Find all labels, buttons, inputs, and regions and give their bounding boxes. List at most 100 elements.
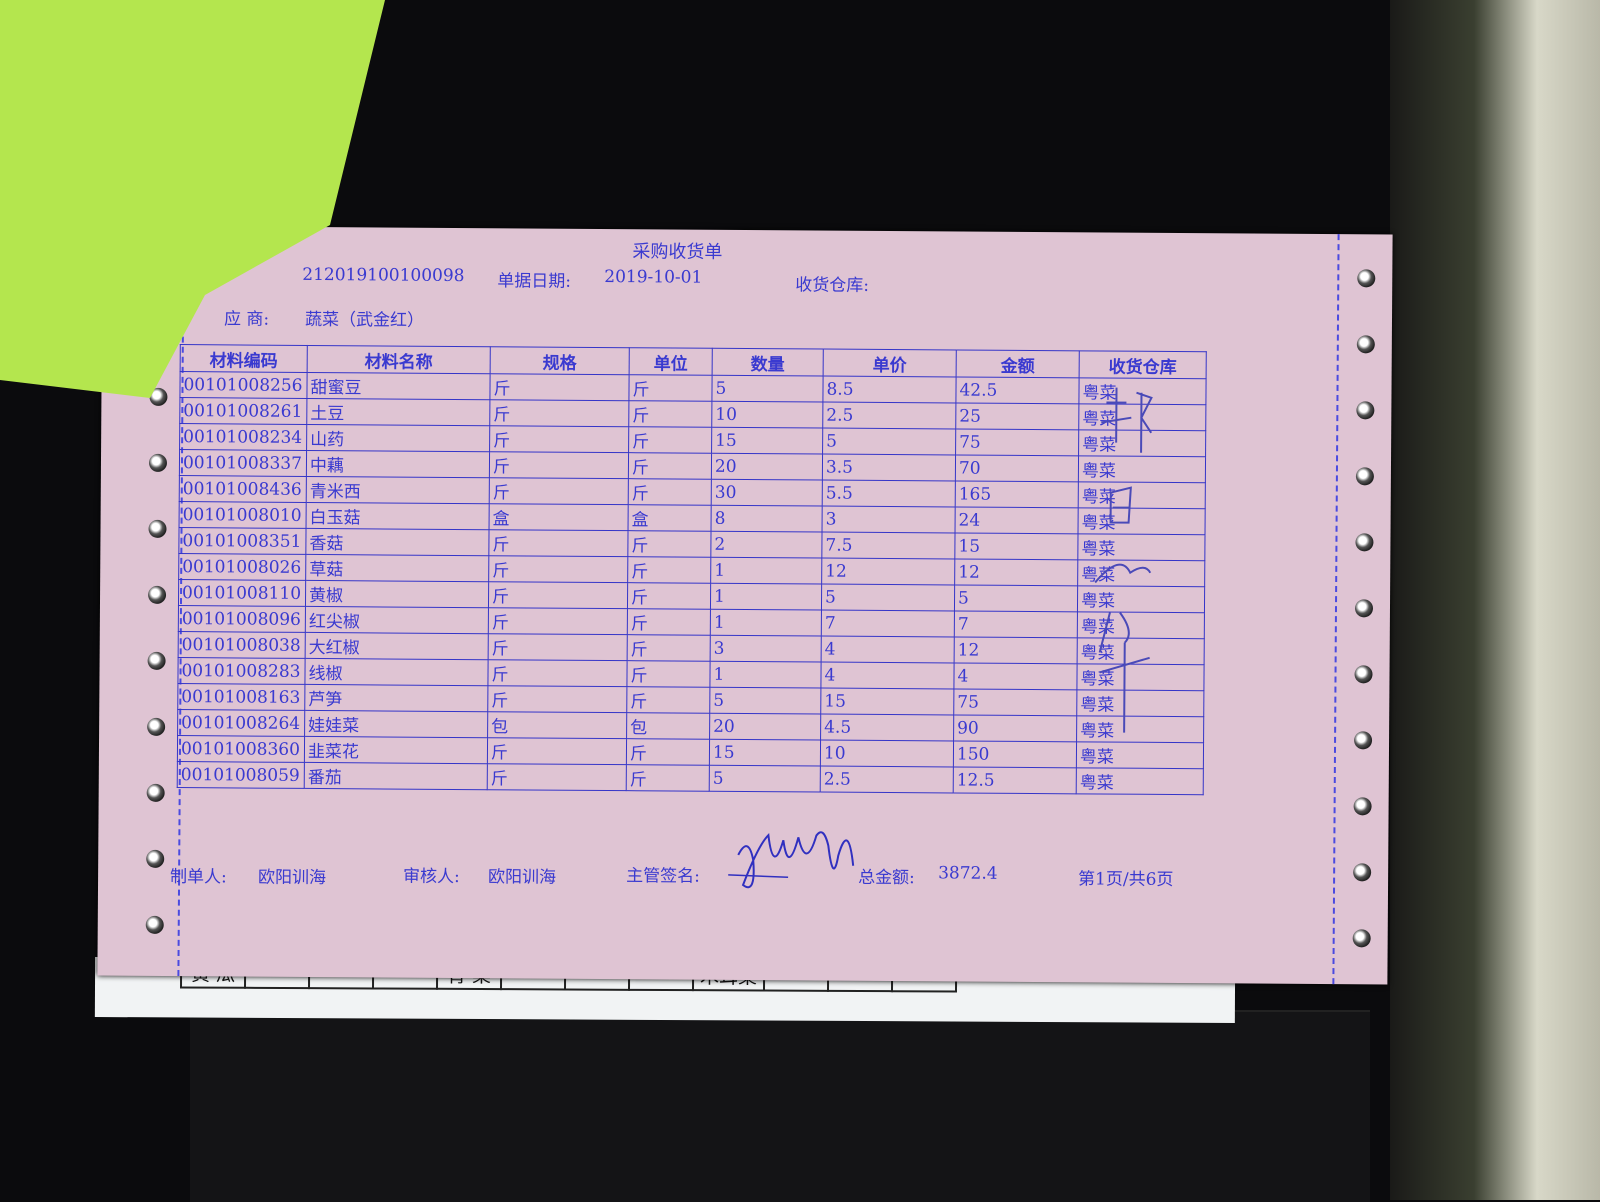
table-cell: 黄椒 [305, 580, 489, 608]
receipt-sheet: 采购收货单 212019100100098 单据日期: 2019-10-01 收… [97, 225, 1393, 985]
table-cell: 1 [709, 661, 822, 689]
table-cell: 15 [954, 532, 1079, 560]
table-cell: 70 [955, 454, 1079, 482]
table-cell: 斤 [487, 659, 628, 687]
table-cell: 1 [710, 609, 822, 637]
column-header: 材料名称 [307, 345, 491, 374]
table-cell: 7 [821, 610, 955, 637]
table-cell: 4 [821, 636, 955, 663]
sprocket-hole-icon [1354, 731, 1373, 750]
table-cell: 斤 [626, 764, 710, 792]
table-cell: 15 [709, 739, 821, 767]
date-value: 2019-10-01 [604, 267, 703, 288]
total-value: 3872.4 [938, 863, 998, 884]
page-indicator: 第1页/共6页 [1078, 869, 1174, 890]
table-cell: 5 [711, 375, 824, 403]
sprocket-hole-icon [1356, 335, 1375, 354]
printer-tray [190, 1010, 1370, 1202]
table-cell: 12 [954, 558, 1078, 586]
maker-value: 欧阳训海 [258, 867, 327, 889]
table-cell: 斤 [626, 686, 710, 714]
supplier-value: 蔬菜（武金红） [304, 309, 425, 331]
sprocket-hole-icon [145, 915, 164, 934]
table-cell: 白玉菇 [306, 502, 490, 530]
reviewer-label: 审核人: [403, 866, 460, 888]
table-cell: 75 [953, 688, 1077, 716]
doc-number: 212019100100098 [302, 264, 465, 287]
supervisor-label: 主管签名: [626, 866, 700, 887]
column-header: 数量 [712, 348, 824, 377]
table-cell: 娃娃菜 [304, 710, 488, 738]
table-cell: 斤 [628, 374, 713, 402]
table-cell: 青米西 [306, 476, 490, 504]
table-cell: 韭菜花 [304, 736, 488, 764]
sprocket-hole-icon [1356, 401, 1375, 420]
table-cell: 00101008026 [178, 553, 306, 581]
table-cell: 4 [953, 662, 1078, 690]
date-label: 单据日期: [497, 271, 572, 292]
maker-label: 制单人: [170, 866, 227, 888]
reviewer-value: 欧阳训海 [488, 867, 557, 888]
table-cell: 30 [711, 479, 823, 507]
table-cell: 斤 [489, 477, 629, 505]
warehouse-label: 收货仓库: [795, 275, 870, 296]
right-perforation [1332, 234, 1340, 985]
table-cell: 15 [711, 427, 823, 455]
column-header: 材料编码 [180, 344, 308, 373]
table-cell: 00101008351 [178, 527, 307, 555]
table-cell: 大红椒 [305, 632, 489, 660]
table-cell: 1 [710, 557, 822, 585]
table-cell: 00101008059 [177, 761, 305, 789]
table-cell: 斤 [627, 556, 711, 584]
table-cell: 25 [955, 402, 1079, 430]
table-cell: 5 [822, 428, 956, 455]
table-cell: 2.5 [820, 766, 954, 793]
table-cell: 斤 [487, 763, 627, 791]
sprocket-hole-icon [1355, 467, 1374, 486]
sprocket-hole-icon [1357, 269, 1376, 288]
table-cell: 1 [710, 583, 822, 611]
table-cell: 草菇 [305, 554, 489, 582]
table-cell: 土豆 [306, 398, 490, 426]
table-cell: 红尖椒 [305, 606, 489, 634]
sprocket-hole-icon [1354, 599, 1374, 618]
supervisor-signature [728, 831, 855, 889]
table-cell: 包 [487, 711, 627, 739]
sprocket-hole-icon [146, 783, 165, 802]
table-cell: 3 [710, 635, 822, 663]
table-cell: 斤 [487, 737, 627, 765]
table-cell: 斤 [627, 634, 711, 662]
sprocket-hole-icon [1352, 929, 1371, 948]
table-cell: 150 [953, 740, 1077, 768]
table-cell: 12 [821, 558, 955, 585]
background-wall [1390, 0, 1600, 1200]
table-cell: 00101008337 [179, 449, 307, 477]
table-cell: 42.5 [955, 376, 1080, 404]
table-cell: 斤 [628, 478, 712, 506]
table-cell: 165 [955, 480, 1079, 508]
table-cell: 5 [954, 584, 1078, 612]
table-cell: 斤 [626, 660, 711, 688]
supplier-label: 应 商: [223, 309, 270, 330]
table-cell: 5 [821, 584, 955, 611]
table-cell: 00101008038 [178, 631, 306, 659]
table-cell: 斤 [628, 400, 712, 428]
table-cell: 斤 [627, 582, 711, 610]
table-cell: 00101008163 [177, 683, 305, 711]
table-cell: 3.5 [822, 454, 956, 481]
sprocket-hole-icon [1355, 533, 1374, 552]
table-cell: 斤 [489, 451, 629, 479]
table-cell: 2 [710, 531, 823, 559]
table-cell: 山药 [306, 424, 490, 452]
table-cell: 5 [709, 765, 821, 793]
table-cell: 10 [711, 401, 823, 429]
table-cell: 5.5 [822, 480, 956, 507]
table-cell: 00101008264 [177, 709, 305, 737]
table-cell: 00101008261 [179, 397, 307, 425]
table-cell: 90 [953, 714, 1077, 742]
table-cell: 4 [820, 662, 955, 689]
table-cell: 00101008010 [179, 501, 307, 529]
table-cell: 斤 [488, 581, 628, 609]
table-cell: 2.5 [822, 402, 956, 429]
table-cell: 斤 [488, 633, 628, 661]
